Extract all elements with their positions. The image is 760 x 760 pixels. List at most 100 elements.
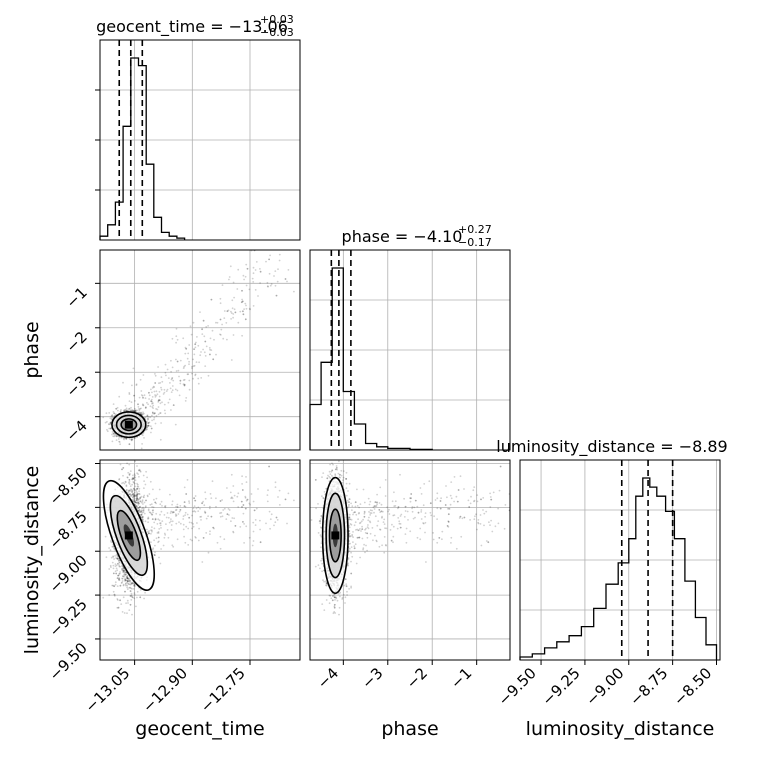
sample-point bbox=[105, 412, 108, 415]
sample-point bbox=[192, 525, 195, 528]
sample-point bbox=[189, 325, 192, 328]
sample-point bbox=[124, 579, 127, 582]
sample-point bbox=[113, 585, 116, 588]
sample-point bbox=[259, 541, 262, 544]
sample-point bbox=[140, 495, 143, 498]
sample-point bbox=[197, 382, 200, 385]
sample-point bbox=[183, 384, 186, 387]
sample-point bbox=[150, 398, 153, 401]
sample-point bbox=[135, 497, 138, 500]
sample-point bbox=[204, 497, 207, 500]
sample-point bbox=[139, 510, 142, 513]
sample-point bbox=[186, 373, 189, 376]
sample-point bbox=[125, 602, 127, 605]
sample-point bbox=[126, 577, 129, 580]
sample-point bbox=[130, 599, 133, 601]
sample-point bbox=[136, 472, 139, 474]
sample-point bbox=[140, 447, 143, 450]
sample-point bbox=[158, 540, 160, 543]
sample-point bbox=[136, 493, 139, 496]
sample-point bbox=[128, 493, 131, 496]
sample-point bbox=[134, 408, 136, 410]
sample-point bbox=[159, 513, 161, 516]
sample-point bbox=[195, 536, 197, 539]
sample-point bbox=[213, 338, 215, 341]
sample-point bbox=[190, 333, 193, 336]
sample-point bbox=[245, 481, 248, 483]
sample-point bbox=[133, 394, 136, 397]
sample-point bbox=[113, 558, 115, 560]
sample-point bbox=[202, 348, 205, 351]
sample-point bbox=[255, 261, 258, 263]
sample-point bbox=[126, 599, 129, 602]
sample-point bbox=[183, 486, 186, 489]
sample-point bbox=[274, 486, 277, 488]
sample-point bbox=[208, 347, 211, 349]
sample-point bbox=[158, 390, 161, 393]
sample-point bbox=[179, 359, 182, 362]
sample-point bbox=[141, 507, 144, 510]
sample-point bbox=[142, 474, 145, 477]
sample-point bbox=[110, 417, 113, 419]
sample-point bbox=[136, 487, 138, 490]
sample-point bbox=[132, 409, 135, 412]
sample-point bbox=[155, 408, 158, 410]
sample-point bbox=[153, 521, 156, 524]
sample-point bbox=[244, 495, 247, 498]
sample-point bbox=[207, 325, 210, 327]
sample-point bbox=[138, 507, 140, 509]
sample-point bbox=[172, 545, 175, 548]
sample-point bbox=[112, 545, 115, 548]
sample-point bbox=[179, 379, 182, 382]
sample-point bbox=[175, 335, 178, 338]
sample-point bbox=[241, 289, 243, 292]
sample-point bbox=[149, 405, 152, 408]
sample-point bbox=[146, 401, 148, 404]
sample-point bbox=[179, 379, 182, 382]
sample-point bbox=[111, 545, 114, 548]
sample-point bbox=[242, 521, 244, 523]
sample-point bbox=[128, 408, 131, 410]
sample-point bbox=[171, 544, 174, 547]
sample-point bbox=[129, 586, 132, 589]
sample-point bbox=[133, 482, 136, 485]
sample-point bbox=[154, 551, 156, 554]
sample-point bbox=[130, 495, 133, 497]
sample-point bbox=[270, 283, 273, 285]
sample-point bbox=[156, 532, 159, 534]
sample-point bbox=[233, 296, 236, 299]
sample-point bbox=[147, 521, 150, 524]
sample-point bbox=[194, 536, 197, 538]
sample-point bbox=[232, 313, 235, 315]
sample-point bbox=[137, 473, 140, 475]
sample-point bbox=[158, 399, 161, 401]
sample-point bbox=[125, 437, 127, 440]
sample-point bbox=[228, 278, 230, 281]
sample-point bbox=[177, 369, 180, 372]
sample-point bbox=[119, 443, 121, 446]
sample-point bbox=[220, 511, 223, 514]
sample-point bbox=[184, 352, 187, 355]
sample-point bbox=[145, 428, 148, 431]
sample-point bbox=[249, 503, 252, 506]
sample-point bbox=[158, 519, 161, 522]
sample-point bbox=[182, 383, 185, 386]
sample-point bbox=[131, 493, 133, 496]
sample-point bbox=[144, 483, 147, 486]
sample-point bbox=[138, 493, 141, 495]
sample-point bbox=[230, 318, 233, 320]
sample-point bbox=[160, 388, 163, 391]
sample-point bbox=[151, 411, 154, 414]
sample-point bbox=[151, 513, 153, 516]
sample-point bbox=[200, 515, 203, 518]
sample-point bbox=[222, 509, 225, 511]
sample-point bbox=[119, 571, 121, 573]
sample-point bbox=[131, 438, 133, 441]
sample-point bbox=[144, 397, 147, 400]
sample-point bbox=[113, 593, 116, 596]
sample-point bbox=[126, 462, 128, 465]
sample-point bbox=[232, 485, 235, 487]
sample-point bbox=[119, 565, 121, 568]
sample-point bbox=[129, 485, 132, 488]
sample-point bbox=[269, 254, 271, 257]
